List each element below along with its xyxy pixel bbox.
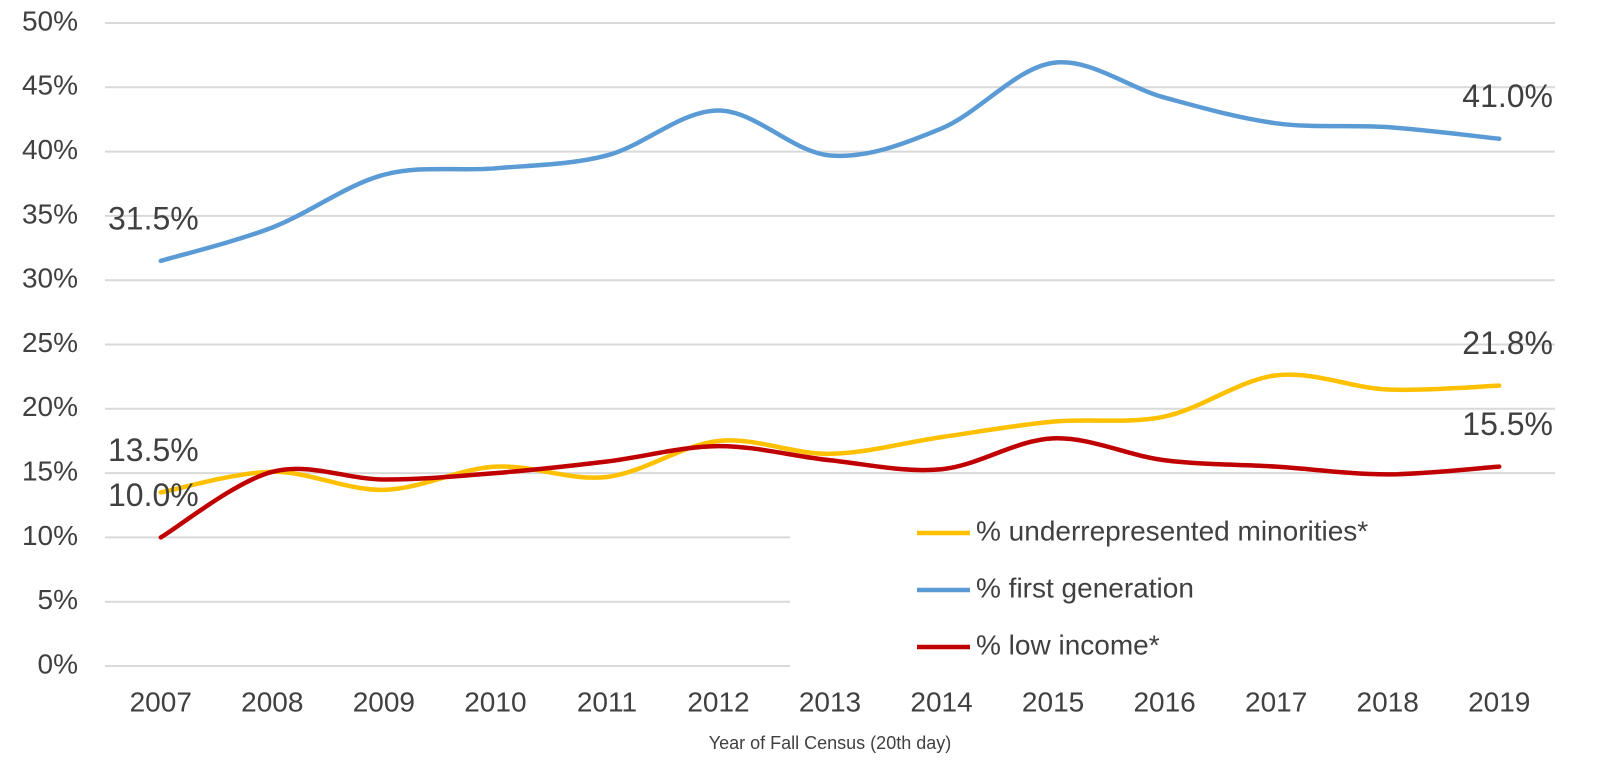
x-tick-label: 2011: [577, 686, 637, 717]
x-tick-label: 2007: [130, 686, 192, 717]
y-tick-label: 45%: [22, 70, 78, 101]
data-label: 10.0%: [108, 477, 199, 513]
x-tick-label: 2016: [1133, 686, 1195, 717]
data-label: 21.8%: [1462, 325, 1553, 361]
x-tick-label: 2017: [1245, 686, 1307, 717]
y-tick-label: 0%: [38, 648, 78, 679]
y-tick-label: 10%: [22, 520, 78, 551]
y-tick-label: 20%: [22, 391, 78, 422]
data-label: 13.5%: [108, 432, 199, 468]
y-tick-label: 15%: [22, 455, 78, 486]
line-series: [158, 436, 1502, 540]
x-tick-label: 2013: [799, 686, 861, 717]
y-tick-label: 5%: [38, 584, 78, 615]
x-tick-label: 2010: [464, 686, 526, 717]
line-series: [158, 372, 1502, 495]
legend-label: % low income*: [976, 629, 1160, 660]
y-tick-label: 50%: [22, 5, 78, 36]
x-axis-title: Year of Fall Census (20th day): [709, 733, 951, 753]
line-series: [158, 60, 1502, 264]
x-tick-label: 2019: [1468, 686, 1530, 717]
y-tick-label: 25%: [22, 327, 78, 358]
y-tick-label: 35%: [22, 198, 78, 229]
legend-label: % first generation: [976, 572, 1194, 603]
data-label: 41.0%: [1462, 78, 1553, 114]
data-label: 15.5%: [1462, 406, 1553, 442]
x-tick-label: 2008: [241, 686, 303, 717]
y-tick-label: 30%: [22, 263, 78, 294]
legend-label: % underrepresented minorities*: [976, 515, 1368, 546]
x-tick-label: 2014: [910, 686, 972, 717]
x-tick-label: 2009: [353, 686, 415, 717]
x-tick-label: 2018: [1357, 686, 1419, 717]
x-tick-label: 2012: [687, 686, 749, 717]
y-tick-label: 40%: [22, 134, 78, 165]
data-label: 31.5%: [108, 200, 199, 236]
x-tick-label: 2015: [1022, 686, 1084, 717]
